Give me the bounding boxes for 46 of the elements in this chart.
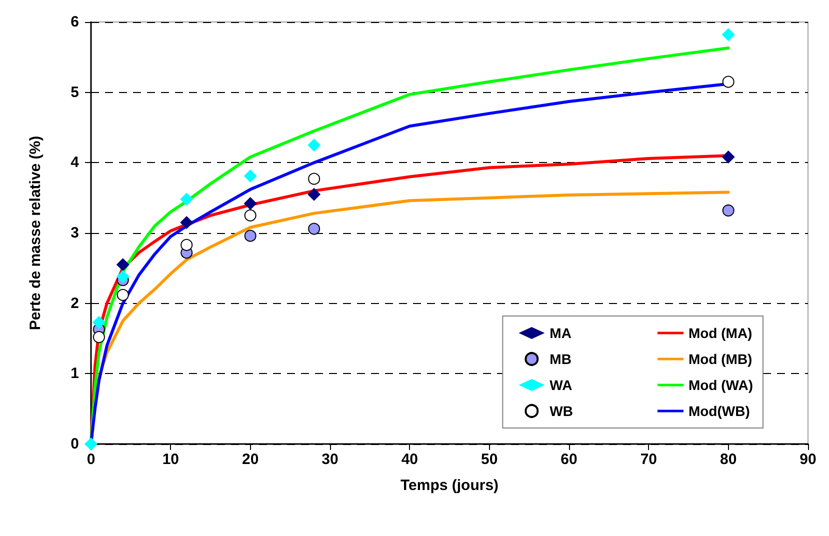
- x-tick-label: 50: [480, 451, 498, 468]
- point: [180, 216, 194, 229]
- legend-label: Mod (WA): [688, 377, 753, 393]
- x-tick-label: 90: [800, 451, 816, 468]
- x-tick-label: 70: [640, 451, 658, 468]
- x-tick-label: 30: [322, 451, 338, 468]
- x-tick-label: 0: [86, 451, 96, 468]
- point: [116, 288, 129, 301]
- x-tick-label: 20: [242, 451, 259, 468]
- x-axis-title: Temps (jours): [400, 477, 499, 494]
- x-tick-label: 10: [162, 451, 180, 468]
- legend-label: Mod(WB): [688, 403, 750, 419]
- legend-label: Mod (MA): [688, 325, 752, 341]
- point: [308, 188, 321, 201]
- y-tick-label: 4: [70, 154, 80, 172]
- y-tick-label: 2: [70, 294, 79, 312]
- point: [308, 222, 320, 235]
- legend-label: WA: [550, 377, 572, 393]
- point: [722, 28, 735, 42]
- y-tick-label: 0: [70, 436, 79, 452]
- y-axis-title: Perte de masse relative (%): [27, 136, 44, 330]
- point: [244, 170, 257, 183]
- point: [116, 270, 130, 284]
- legend-label: MA: [550, 325, 572, 341]
- legend-label: MB: [550, 351, 572, 367]
- y-tick-label: 6: [70, 14, 79, 30]
- legend-label: WB: [550, 403, 574, 419]
- x-tick-label: 60: [560, 451, 578, 468]
- y-tick-label: 5: [70, 84, 79, 101]
- x-tick-label: 80: [720, 451, 737, 468]
- point: [308, 138, 321, 152]
- y-tick-label: 3: [70, 224, 79, 242]
- point: [244, 230, 256, 242]
- point: [722, 204, 734, 216]
- point: [244, 196, 257, 210]
- point: [92, 331, 105, 344]
- point: [92, 316, 106, 329]
- legend-label: Mod (MB): [688, 351, 752, 367]
- x-tick-label: 40: [401, 451, 418, 468]
- point: [116, 258, 130, 272]
- point: [180, 238, 193, 251]
- point: [180, 192, 194, 206]
- y-tick-label: 1: [70, 365, 79, 382]
- point: [84, 438, 98, 450]
- point: [722, 150, 735, 164]
- point: [722, 76, 734, 88]
